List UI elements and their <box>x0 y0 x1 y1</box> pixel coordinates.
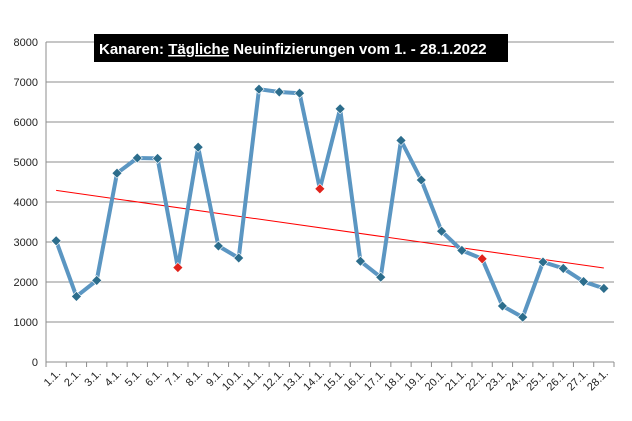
title-part: Tägliche <box>168 41 229 58</box>
trendline-segment <box>56 189 604 269</box>
x-tick-label: 23.1. <box>484 368 510 394</box>
x-axis: 1.1.2.1.3.1.4.1.5.1.6.1.7.1.8.1.9.1.10.1… <box>42 362 615 394</box>
x-tick-label: 10.1. <box>220 368 246 394</box>
trendline <box>56 189 604 269</box>
x-tick-label: 7.1. <box>164 368 185 389</box>
data-point <box>91 274 103 286</box>
data-point <box>71 290 82 302</box>
x-tick-label: 11.1. <box>241 368 266 393</box>
x-tick-label: 25.1. <box>524 368 550 394</box>
y-tick-label: 8000 <box>14 37 38 49</box>
data-point <box>111 167 123 179</box>
title-text: Kanaren: Tägliche Neuinfizierungen vom 1… <box>99 41 487 58</box>
x-tick-label: 18.1. <box>382 368 408 394</box>
x-tick-label: 4.1. <box>103 368 124 389</box>
data-point <box>436 225 447 237</box>
x-tick-label: 6.1. <box>143 368 164 389</box>
data-point <box>578 276 589 288</box>
chart-title: Kanaren: Tägliche Neuinfizierungen vom 1… <box>94 34 508 62</box>
data-point <box>497 300 508 312</box>
x-tick-label: 21.1. <box>443 368 469 394</box>
data-point <box>598 282 610 294</box>
x-tick-label: 14.1. <box>301 368 327 394</box>
data-point <box>131 152 143 164</box>
grid-lines <box>46 41 614 363</box>
x-tick-label: 24.1. <box>504 368 530 394</box>
data-point <box>517 311 529 323</box>
title-part: Kanaren: <box>99 41 168 58</box>
x-tick-label: 26.1. <box>545 368 571 394</box>
data-point <box>334 103 346 115</box>
title-background <box>94 34 508 62</box>
x-tick-label: 20.1. <box>423 368 449 394</box>
y-tick-label: 0 <box>32 357 38 369</box>
data-point-highlighted <box>172 262 184 274</box>
x-tick-label: 13.1. <box>281 368 307 394</box>
data-point <box>355 255 366 267</box>
x-tick-label: 1.1. <box>42 368 63 389</box>
y-tick-label: 5000 <box>14 157 38 169</box>
x-tick-label: 28.1. <box>585 368 611 394</box>
x-tick-label: 8.1. <box>184 368 205 389</box>
data-point <box>233 252 245 264</box>
data-series <box>50 83 610 323</box>
data-point <box>557 262 569 274</box>
data-point <box>537 256 549 268</box>
x-tick-label: 2.1. <box>62 368 83 389</box>
x-tick-label: 16.1. <box>342 368 368 394</box>
x-tick-label: 3.1. <box>82 368 103 389</box>
y-tick-label: 7000 <box>14 77 38 89</box>
x-tick-label: 12.1. <box>261 368 287 394</box>
y-tick-label: 2000 <box>14 277 38 289</box>
y-tick-label: 4000 <box>14 197 38 209</box>
x-tick-label: 17.1. <box>362 368 388 394</box>
data-point <box>375 271 387 283</box>
x-tick-label: 19.1. <box>403 368 429 394</box>
x-tick-label: 5.1. <box>123 368 144 389</box>
x-tick-label: 22.1. <box>463 368 489 394</box>
series-line <box>54 87 606 320</box>
y-axis: 0 1000 2000 3000 4000 5000 6000 7000 8000 <box>14 37 47 369</box>
data-point <box>395 134 407 146</box>
title-part: Neuinfizierungen vom 1. - 28.1.2022 <box>229 41 487 58</box>
data-point <box>50 235 62 247</box>
data-point <box>192 141 204 153</box>
data-point <box>456 244 468 256</box>
y-tick-label: 1000 <box>14 317 38 329</box>
data-point <box>273 86 285 98</box>
x-tick-label: 15.1. <box>321 368 347 394</box>
data-point <box>415 174 427 186</box>
data-point-highlighted <box>314 183 326 195</box>
data-point <box>253 83 265 95</box>
data-point <box>152 152 163 164</box>
x-tick-label: 27.1. <box>565 368 591 394</box>
data-point-highlighted <box>476 253 488 265</box>
y-tick-label: 3000 <box>14 237 38 249</box>
y-tick-label: 6000 <box>14 117 38 129</box>
data-point <box>213 240 224 252</box>
data-point <box>294 87 305 99</box>
